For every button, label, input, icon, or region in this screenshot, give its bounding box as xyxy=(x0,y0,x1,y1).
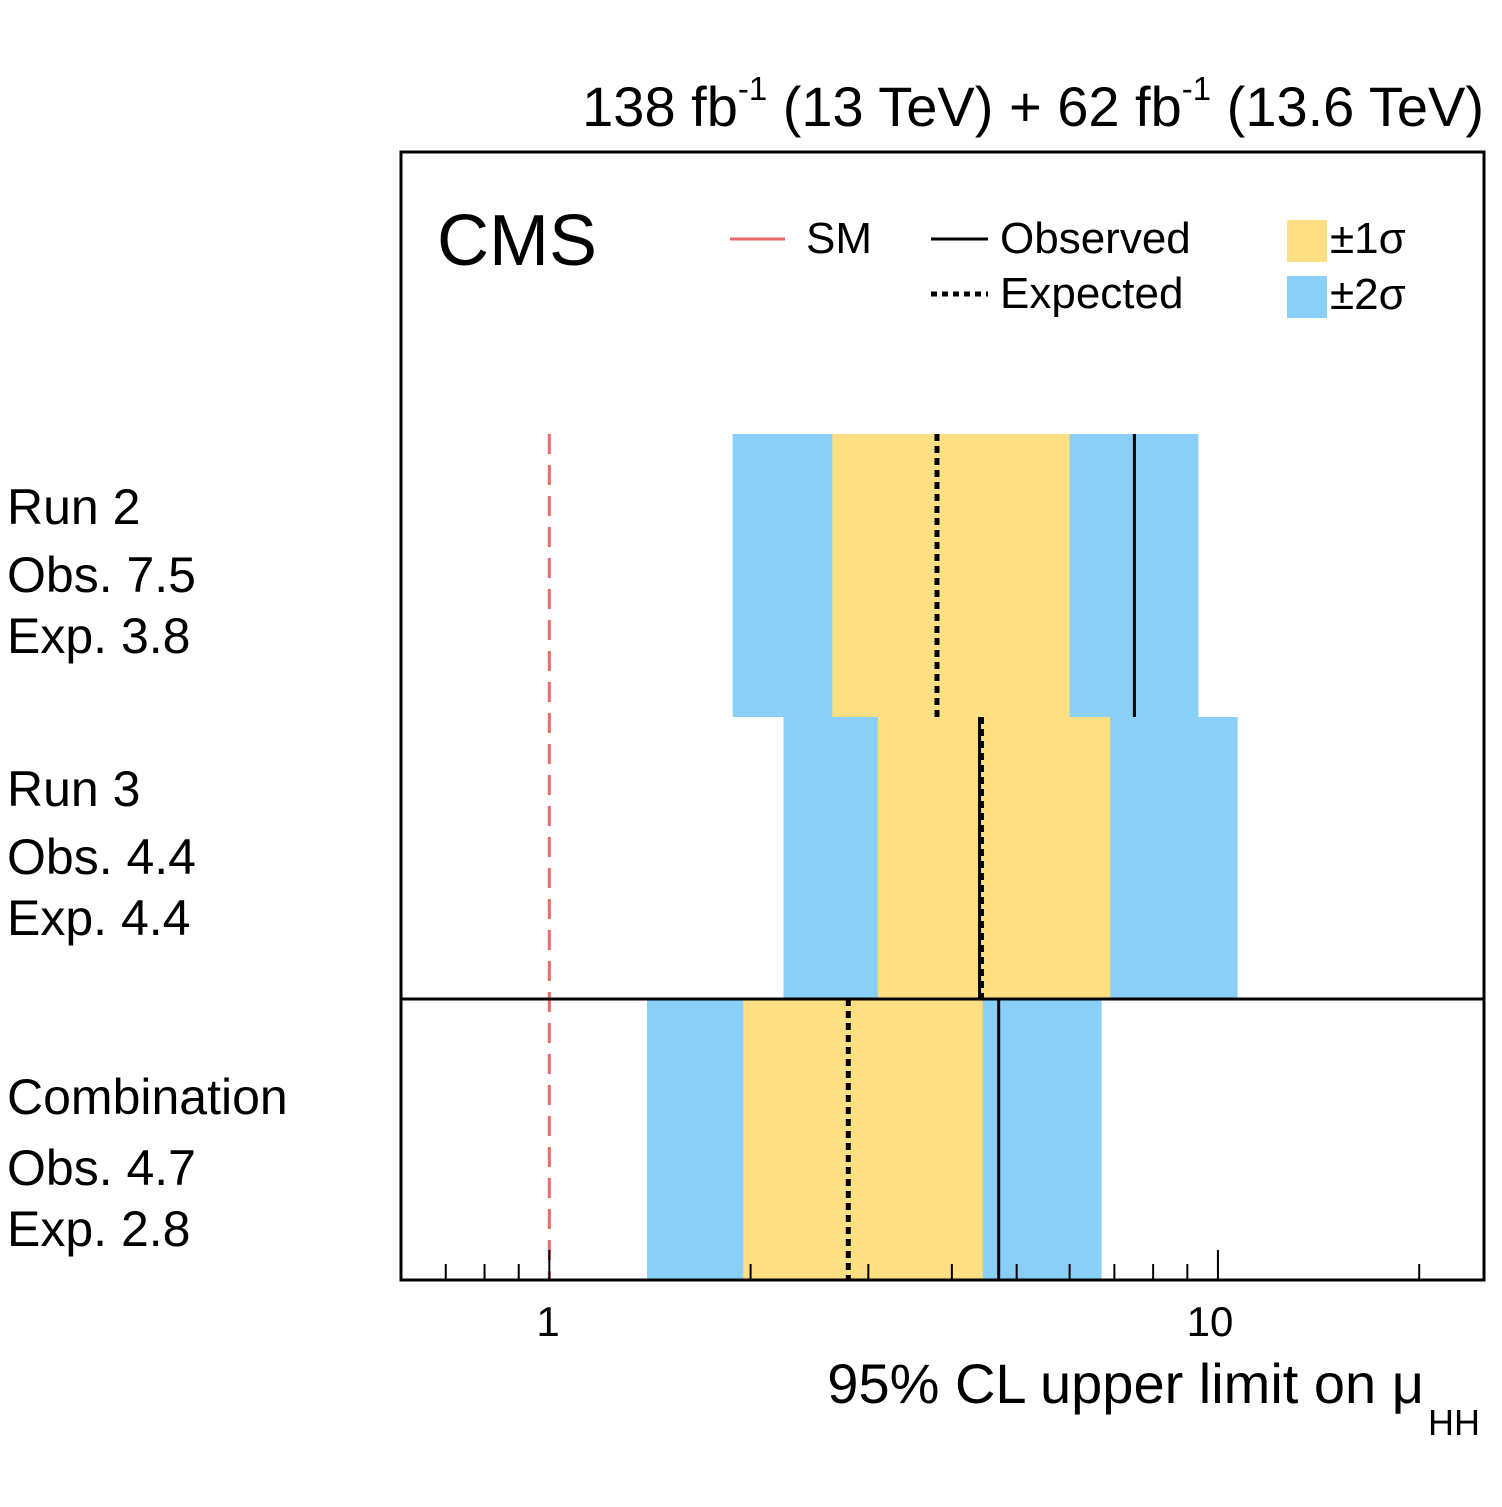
lumi1: 138 fb xyxy=(582,75,738,138)
plot-frame xyxy=(399,150,1486,1282)
legend-observed-label: Observed xyxy=(1000,214,1191,263)
row-label-run2: Run 2 xyxy=(7,479,140,535)
header-lumi-text: 138 fb-1 (13 TeV) + 62 fb-1 (13.6 TeV) xyxy=(582,70,1484,138)
x-tick-label-10: 10 xyxy=(1187,1298,1234,1345)
legend: SM Observed Expected ±1σ ±2σ xyxy=(730,214,1406,319)
x-axis-ticks xyxy=(400,1250,1421,1280)
row-obs-run3: Obs. 4.4 xyxy=(7,829,196,885)
legend-expected-label: Expected xyxy=(1000,269,1183,318)
band-1sigma-run-3 xyxy=(877,717,1111,999)
row-obs-combination: Obs. 4.7 xyxy=(7,1140,196,1196)
band-1sigma-run-2 xyxy=(832,434,1070,717)
legend-two-sigma-swatch xyxy=(1287,276,1327,318)
legend-one-sigma-label: ±1σ xyxy=(1330,214,1406,263)
energy2: (13.6 TeV) xyxy=(1211,75,1484,138)
row-obs-run2: Obs. 7.5 xyxy=(7,547,196,603)
data-layer xyxy=(547,434,1238,1280)
legend-one-sigma-swatch xyxy=(1287,220,1327,262)
band-1sigma-combination xyxy=(743,999,983,1280)
x-axis-title-subscript: HH xyxy=(1428,1402,1480,1443)
row-exp-combination: Exp. 2.8 xyxy=(7,1201,190,1257)
cms-label: CMS xyxy=(437,201,597,281)
energy1: (13 TeV) + 62 fb xyxy=(767,75,1182,138)
row-label-combination: Combination xyxy=(7,1069,288,1125)
legend-two-sigma-label: ±2σ xyxy=(1330,270,1406,319)
row-label-run3: Run 3 xyxy=(7,761,140,817)
row-exp-run3: Exp. 4.4 xyxy=(7,890,190,946)
x-axis-title: 95% CL upper limit on μ xyxy=(827,1352,1424,1415)
row-labels: Run 2 Obs. 7.5 Exp. 3.8 Run 3 Obs. 4.4 E… xyxy=(7,479,288,1257)
lumi2-exponent: -1 xyxy=(1182,70,1211,107)
x-tick-label-1: 1 xyxy=(536,1298,559,1345)
row-exp-run2: Exp. 3.8 xyxy=(7,608,190,664)
lumi1-exponent: -1 xyxy=(738,70,767,107)
legend-sm-label: SM xyxy=(806,214,872,263)
